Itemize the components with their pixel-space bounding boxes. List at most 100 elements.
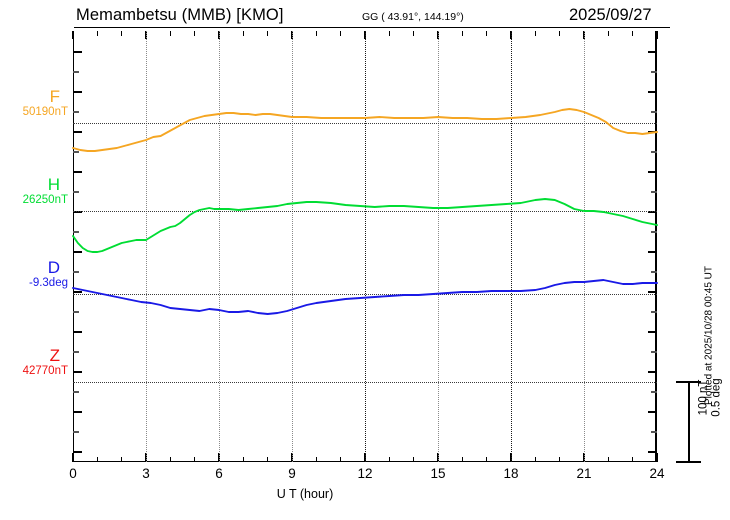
x-tick-0 [72, 453, 74, 462]
x-tick-19 [534, 457, 537, 462]
x-tick-16 [461, 457, 464, 462]
x-tick-top-16 [461, 31, 464, 36]
x-tick-4 [169, 457, 172, 462]
x-tick-top-2 [120, 31, 123, 36]
trace-d [72, 279, 658, 315]
geographic-coordinates: GG ( 43.91°, 144.19°) [362, 11, 464, 23]
component-letter-z: Z [49, 346, 60, 365]
x-tick-label-12: 12 [357, 466, 373, 481]
header-divider [74, 27, 670, 28]
x-tick-top-22 [607, 31, 610, 36]
y-tick-right-0 [648, 51, 657, 53]
y-tick-right-10 [648, 251, 657, 253]
scale-bar-line [688, 381, 690, 462]
component-value-f: 50190nT [22, 106, 68, 118]
x-tick-top-10 [315, 31, 318, 36]
y-tick-left-11 [73, 271, 79, 273]
x-tick-top-4 [169, 31, 172, 36]
x-tick-13 [388, 457, 391, 462]
baseline-h [73, 211, 657, 212]
x-tick-top-24 [656, 31, 658, 39]
component-value-z: 42770nT [22, 365, 68, 377]
y-tick-left-9 [73, 231, 79, 233]
y-tick-left-0 [73, 51, 82, 53]
y-tick-right-19 [651, 431, 657, 433]
y-tick-right-9 [651, 231, 657, 233]
y-tick-right-16 [648, 371, 657, 373]
x-tick-24 [656, 453, 658, 462]
x-tick-label-24: 24 [649, 466, 665, 481]
baseline-d [73, 294, 657, 295]
x-tick-top-11 [339, 31, 342, 36]
component-letter-h: H [47, 175, 60, 194]
x-tick-7 [242, 457, 245, 462]
x-tick-top-19 [534, 31, 537, 36]
y-tick-left-1 [73, 71, 79, 73]
x-tick-8 [266, 457, 269, 462]
x-tick-top-0 [72, 31, 74, 39]
gridline-21h [584, 31, 585, 462]
x-tick-label-18: 18 [503, 466, 519, 481]
x-tick-1 [96, 457, 99, 462]
plotted-at-timestamp: Plotted at 2025/10/28 00:45 UT [703, 266, 715, 405]
y-tick-right-15 [651, 351, 657, 353]
y-tick-right-13 [651, 311, 657, 313]
x-tick-label-0: 0 [69, 466, 77, 481]
gridline-12h [365, 31, 366, 462]
x-tick-10 [315, 457, 318, 462]
y-tick-right-12 [648, 291, 657, 293]
baseline-f [73, 123, 657, 124]
y-tick-left-16 [73, 371, 82, 373]
y-tick-right-11 [651, 271, 657, 273]
y-tick-right-17 [651, 391, 657, 393]
trace-f [72, 108, 658, 152]
y-tick-left-4 [73, 131, 82, 133]
y-tick-left-20 [73, 451, 82, 453]
baseline-z [73, 382, 657, 383]
y-tick-left-14 [73, 331, 82, 333]
gridline-9h [292, 31, 293, 462]
x-axis-title-text: U T (hour) [276, 487, 334, 501]
x-tick-top-1 [96, 31, 99, 36]
x-tick-top-14 [412, 31, 415, 36]
x-tick-20 [558, 457, 561, 462]
x-tick-top-7 [242, 31, 245, 36]
component-letter-d: D [47, 258, 60, 277]
x-tick-label-6: 6 [215, 466, 223, 481]
y-tick-left-17 [73, 391, 79, 393]
x-tick-top-17 [485, 31, 488, 36]
x-tick-top-8 [266, 31, 269, 36]
x-tick-top-13 [388, 31, 391, 36]
y-tick-left-7 [73, 191, 79, 193]
y-tick-left-6 [73, 171, 82, 173]
y-tick-right-6 [648, 171, 657, 173]
gridline-18h [511, 31, 512, 462]
x-tick-22 [607, 457, 610, 462]
x-tick-23 [631, 457, 634, 462]
scale-bar-bottom-cap [676, 461, 701, 463]
x-tick-label-9: 9 [288, 466, 296, 481]
y-tick-right-3 [651, 111, 657, 113]
y-tick-left-12 [73, 291, 82, 293]
y-tick-right-20 [648, 451, 657, 453]
y-tick-right-5 [651, 151, 657, 153]
x-tick-label-3: 3 [142, 466, 150, 481]
x-tick-top-20 [558, 31, 561, 36]
page-title: Memambetsu (MMB) [KMO] [76, 6, 284, 24]
y-tick-right-18 [648, 411, 657, 413]
y-tick-left-2 [73, 91, 82, 93]
y-tick-right-7 [651, 191, 657, 193]
y-tick-right-2 [648, 91, 657, 93]
component-value-h: 26250nT [22, 194, 68, 206]
x-tick-top-5 [193, 31, 196, 36]
component-value-d: -9.3deg [28, 277, 68, 289]
y-tick-left-13 [73, 311, 79, 313]
gridline-15h [438, 31, 439, 462]
x-tick-14 [412, 457, 415, 462]
x-tick-label-15: 15 [430, 466, 446, 481]
x-tick-2 [120, 457, 123, 462]
x-tick-17 [485, 457, 488, 462]
y-tick-right-1 [651, 71, 657, 73]
